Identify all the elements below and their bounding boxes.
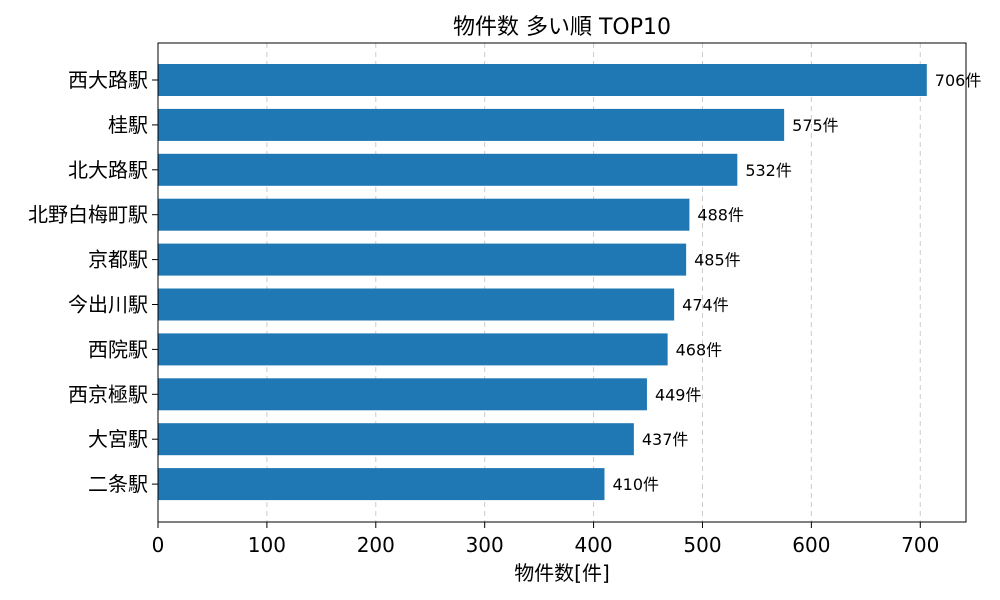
data-label: 575件 <box>792 116 839 135</box>
y-tick-label: 北大路駅 <box>68 158 148 182</box>
data-label: 474件 <box>682 296 729 315</box>
y-tick-label: 大宮駅 <box>88 427 148 451</box>
x-tick-label: 700 <box>901 533 939 557</box>
y-tick-label: 京都駅 <box>88 248 148 272</box>
bars <box>158 64 927 501</box>
x-axis: 0 100 200 300 400 500 600 700 <box>152 522 939 557</box>
data-labels: 706件 575件 532件 488件 485件 474件 468件 449件 437件 410件 <box>612 71 981 494</box>
data-label: 488件 <box>697 206 744 225</box>
x-tick-label: 600 <box>792 533 830 557</box>
x-tick-label: 100 <box>248 533 286 557</box>
data-label: 468件 <box>676 340 723 359</box>
bar <box>158 108 785 141</box>
bar <box>158 243 687 276</box>
y-tick-label: 今出川駅 <box>68 293 148 317</box>
bar <box>158 378 647 411</box>
data-label: 437件 <box>642 430 689 449</box>
y-tick-label: 二条駅 <box>88 472 148 496</box>
x-tick-label: 500 <box>683 533 721 557</box>
y-tick-label: 西院駅 <box>88 337 148 361</box>
x-tick-label: 200 <box>357 533 395 557</box>
x-tick-label: 0 <box>152 533 165 557</box>
bar <box>158 153 738 186</box>
y-tick-label: 西大路駅 <box>68 68 148 92</box>
bar <box>158 468 605 501</box>
x-tick-label: 300 <box>466 533 504 557</box>
x-tick-label: 400 <box>574 533 612 557</box>
data-label: 410件 <box>612 475 659 494</box>
plot-frame <box>157 42 967 523</box>
data-label: 449件 <box>655 385 702 404</box>
bar <box>158 423 634 456</box>
data-label: 706件 <box>935 71 982 90</box>
bar <box>158 64 927 96</box>
bar <box>158 333 668 366</box>
bar <box>158 288 675 321</box>
y-tick-label: 桂駅 <box>108 113 148 137</box>
bar <box>158 198 690 231</box>
y-tick-label: 西京極駅 <box>68 382 148 406</box>
x-axis-label: 物件数[件] <box>514 561 610 585</box>
y-tick-label: 北野白梅町駅 <box>28 203 148 227</box>
chart-title: 物件数 多い順 TOP10 <box>453 15 671 40</box>
data-label: 532件 <box>745 161 792 180</box>
data-label: 485件 <box>694 251 741 270</box>
